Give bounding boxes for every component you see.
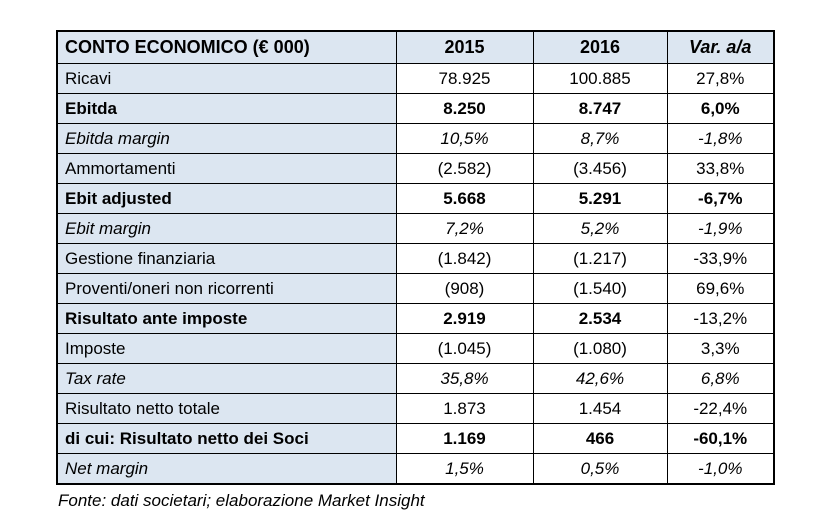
value-var: 3,3% [666, 333, 775, 364]
value-2015: 78.925 [395, 63, 534, 94]
row-label: Proventi/oneri non ricorrenti [56, 273, 397, 304]
value-2015: 5.668 [395, 183, 534, 214]
value-2016: (1.217) [532, 243, 668, 274]
row-label: Risultato ante imposte [56, 303, 397, 334]
value-var: -22,4% [666, 393, 775, 424]
row-label: Ebitda margin [56, 123, 397, 154]
row-label: Net margin [56, 453, 397, 485]
value-var: -33,9% [666, 243, 775, 274]
value-var: 33,8% [666, 153, 775, 184]
table-row: Risultato netto totale 1.873 1.454 -22,4% [56, 393, 775, 424]
value-var: 27,8% [666, 63, 775, 94]
table-row: Ricavi 78.925 100.885 27,8% [56, 63, 775, 94]
value-2015: 1,5% [395, 453, 534, 485]
value-2016: 42,6% [532, 363, 668, 394]
value-2016: 5,2% [532, 213, 668, 244]
value-var: -1,0% [666, 453, 775, 485]
table-row: Ebitda margin 10,5% 8,7% -1,8% [56, 123, 775, 154]
value-2016: (1.540) [532, 273, 668, 304]
table-title: CONTO ECONOMICO (€ 000) [56, 30, 397, 64]
table-row: Ammortamenti (2.582) (3.456) 33,8% [56, 153, 775, 184]
value-var: -6,7% [666, 183, 775, 214]
value-2016: 1.454 [532, 393, 668, 424]
row-label: Ebitda [56, 93, 397, 124]
row-label: Risultato netto totale [56, 393, 397, 424]
value-2015: 1.169 [395, 423, 534, 454]
row-label: Gestione finanziaria [56, 243, 397, 274]
header-row: CONTO ECONOMICO (€ 000) 2015 2016 Var. a… [56, 30, 775, 64]
value-var: 69,6% [666, 273, 775, 304]
value-2016: (3.456) [532, 153, 668, 184]
table-row: Ebitda 8.250 8.747 6,0% [56, 93, 775, 124]
column-header-var-aa: Var. a/a [666, 30, 775, 64]
value-2015: 1.873 [395, 393, 534, 424]
column-header-2016: 2016 [532, 30, 668, 64]
table-row: Risultato ante imposte 2.919 2.534 -13,2% [56, 303, 775, 334]
value-2016: 466 [532, 423, 668, 454]
value-2015: (1.842) [395, 243, 534, 274]
income-statement-figure: CONTO ECONOMICO (€ 000) 2015 2016 Var. a… [56, 30, 776, 511]
row-label: Ricavi [56, 63, 397, 94]
value-2015: (908) [395, 273, 534, 304]
value-2016: 0,5% [532, 453, 668, 485]
value-var: -60,1% [666, 423, 775, 454]
row-label: Ebit adjusted [56, 183, 397, 214]
value-2015: 10,5% [395, 123, 534, 154]
value-2015: 35,8% [395, 363, 534, 394]
value-2016: 8,7% [532, 123, 668, 154]
value-2016: 8.747 [532, 93, 668, 124]
value-2015: (2.582) [395, 153, 534, 184]
column-header-2015: 2015 [395, 30, 534, 64]
value-2015: (1.045) [395, 333, 534, 364]
table-row: Proventi/oneri non ricorrenti (908) (1.540… [56, 273, 775, 304]
row-label: Tax rate [56, 363, 397, 394]
row-label: di cui: Risultato netto dei Soci [56, 423, 397, 454]
value-2015: 7,2% [395, 213, 534, 244]
value-2015: 2.919 [395, 303, 534, 334]
value-var: -1,9% [666, 213, 775, 244]
table-row: di cui: Risultato netto dei Soci 1.169 466… [56, 423, 775, 454]
table-row: Net margin 1,5% 0,5% -1,0% [56, 453, 775, 485]
source-note: Fonte: dati societari; elaborazione Mark… [58, 491, 425, 510]
row-label: Ebit margin [56, 213, 397, 244]
row-label: Imposte [56, 333, 397, 364]
value-2016: 100.885 [532, 63, 668, 94]
value-var: -13,2% [666, 303, 775, 334]
value-var: 6,0% [666, 93, 775, 124]
conto-economico-table: CONTO ECONOMICO (€ 000) 2015 2016 Var. a… [56, 30, 775, 485]
value-2015: 8.250 [395, 93, 534, 124]
table-row: Tax rate 35,8% 42,6% 6,8% [56, 363, 775, 394]
value-var: 6,8% [666, 363, 775, 394]
table-row: Imposte (1.045) (1.080) 3,3% [56, 333, 775, 364]
value-2016: (1.080) [532, 333, 668, 364]
value-2016: 5.291 [532, 183, 668, 214]
row-label: Ammortamenti [56, 153, 397, 184]
value-var: -1,8% [666, 123, 775, 154]
table-body: Ricavi 78.925 100.885 27,8% Ebitda 8.250 8.747… [56, 63, 775, 485]
table-row: Ebit adjusted 5.668 5.291 -6,7% [56, 183, 775, 214]
value-2016: 2.534 [532, 303, 668, 334]
table-row: Gestione finanziaria (1.842) (1.217) -33,9% [56, 243, 775, 274]
table-row: Ebit margin 7,2% 5,2% -1,9% [56, 213, 775, 244]
